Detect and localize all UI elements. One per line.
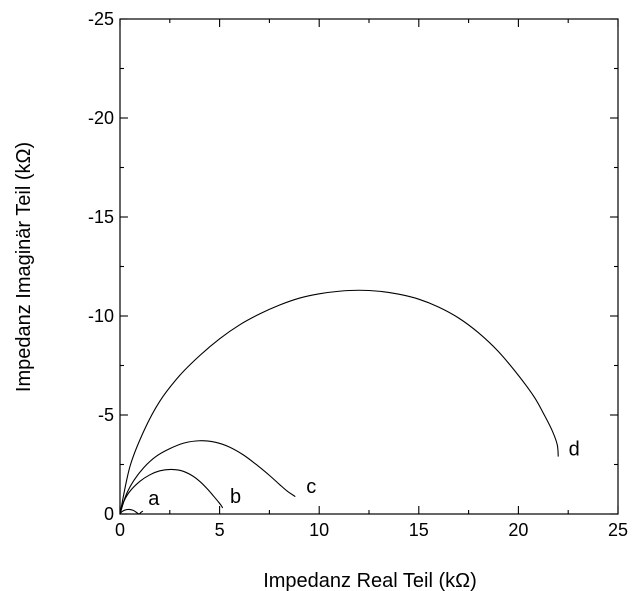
series-label-c: c	[306, 476, 316, 498]
y-tick-label: -15	[88, 207, 114, 227]
x-tick-label: 20	[508, 520, 528, 540]
series-line-a	[119, 508, 144, 515]
x-axis-title: Impedanz Real Teil (kΩ)	[263, 570, 477, 591]
x-tick-label: 5	[215, 520, 225, 540]
plot-frame	[119, 18, 619, 515]
y-tick-label: -25	[88, 9, 114, 29]
y-tick-label: 0	[104, 504, 114, 524]
series-label-a: a	[148, 488, 160, 510]
y-tick-label: -10	[88, 306, 114, 326]
x-tick-label: 0	[115, 520, 125, 540]
series-label-d: d	[569, 439, 580, 461]
y-axis-title: Impedanz Imaginär Teil (kΩ)	[13, 142, 35, 392]
x-tick-label: 25	[608, 520, 628, 540]
x-tick-label: 10	[309, 520, 329, 540]
x-tick-label: 15	[409, 520, 429, 540]
series-line-b	[119, 468, 224, 515]
series-label-b: b	[230, 486, 241, 508]
series-line-d	[119, 289, 559, 515]
y-tick-label: -5	[98, 405, 114, 425]
series-line-c	[119, 440, 296, 515]
y-tick-label: -20	[88, 108, 114, 128]
